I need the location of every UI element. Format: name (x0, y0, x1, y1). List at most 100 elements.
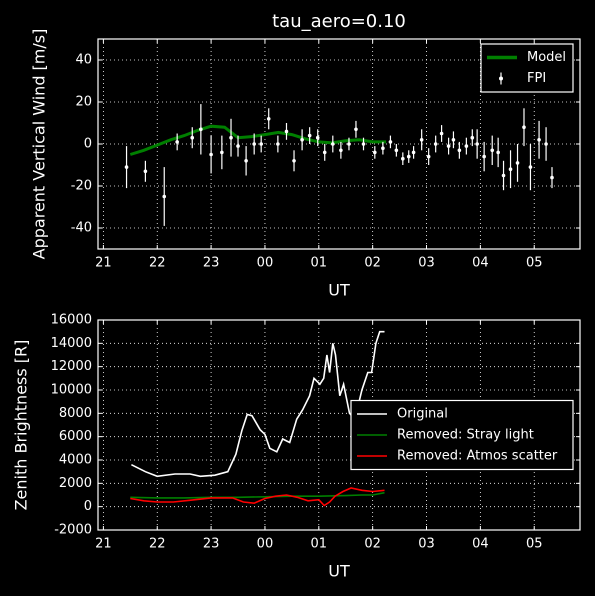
plot-area (124, 104, 554, 226)
y-tick-label: -40 (71, 221, 92, 236)
data-point (501, 173, 506, 178)
data-point (475, 142, 479, 146)
data-point (406, 154, 411, 159)
legend-swatch (499, 76, 503, 81)
x-tick-label: 03 (418, 256, 435, 271)
data-point (439, 131, 444, 136)
y-tick-label: 14000 (51, 336, 92, 351)
data-point (515, 161, 520, 165)
data-point (315, 135, 320, 140)
data-point (394, 148, 399, 153)
y-tick-label: 40 (75, 53, 92, 68)
data-point (496, 150, 500, 155)
data-point (347, 142, 351, 146)
legend-label: Model (527, 50, 566, 65)
x-tick-label: 04 (472, 256, 489, 271)
data-point (284, 129, 289, 134)
legend-box (480, 43, 574, 93)
x-tick-label: 23 (203, 256, 220, 271)
x-tick-label: 00 (257, 537, 274, 552)
data-point (209, 152, 213, 157)
x-tick-label: 05 (526, 537, 543, 552)
y-tick-label: 4000 (59, 453, 92, 468)
data-point (354, 127, 358, 132)
data-point (162, 194, 167, 199)
data-point (528, 165, 533, 169)
data-point (419, 138, 424, 142)
legend: Model FPI (480, 43, 574, 93)
x-tick-label: 04 (472, 537, 489, 552)
y-tick-label: 0 (84, 499, 92, 514)
x-tick-label: 01 (311, 256, 328, 271)
x-axis-label: UT (328, 281, 350, 300)
x-tick-label: 02 (364, 256, 381, 271)
y-tick-label: 20 (75, 95, 92, 110)
data-point (199, 127, 203, 132)
data-point (190, 135, 195, 140)
data-point (244, 159, 248, 163)
data-point (401, 156, 405, 161)
data-point (451, 138, 456, 142)
y-tick-label: 0 (84, 137, 92, 152)
data-point (411, 150, 416, 155)
y-tick-label: 2000 (59, 476, 92, 491)
data-point (426, 154, 431, 159)
x-axis-label: UT (328, 562, 350, 581)
data-point (229, 135, 233, 140)
data-point (381, 146, 385, 150)
data-point (292, 159, 296, 163)
y-tick-label: 12000 (51, 359, 92, 374)
x-tick-label: 01 (311, 537, 328, 552)
axes-frame (97, 38, 581, 250)
x-tick-label: 21 (95, 256, 112, 271)
x-tick-label: 02 (364, 537, 381, 552)
data-point (537, 138, 541, 142)
data-point (259, 142, 263, 146)
data-point (331, 142, 335, 146)
x-tick-label: 21 (95, 537, 112, 552)
data-point (220, 150, 224, 155)
y-tick-label: 16000 (51, 313, 92, 328)
legend-label: FPI (527, 71, 546, 86)
x-tick-label: 23 (203, 537, 220, 552)
data-point (373, 150, 377, 155)
y-tick-label: 8000 (59, 406, 92, 421)
data-point (143, 169, 148, 174)
y-tick-label: -20 (71, 179, 92, 194)
series-line (129, 124, 387, 156)
y-axis-label: Apparent Vertical Wind [m/s] (30, 29, 49, 260)
legend-box (350, 399, 574, 471)
legend-label: Original (397, 407, 448, 422)
data-point (433, 142, 438, 146)
series-line (130, 487, 385, 507)
x-tick-label: 00 (257, 256, 274, 271)
chart-title: tau_aero=0.10 (272, 11, 406, 32)
x-tick-label: 05 (526, 256, 543, 271)
y-tick-label: 6000 (59, 429, 92, 444)
x-tick-label: 22 (149, 537, 166, 552)
data-point (252, 142, 256, 146)
data-point (388, 140, 393, 144)
y-axis-label: Zenith Brightness [R] (12, 340, 31, 511)
data-point (276, 142, 280, 146)
data-point (490, 148, 495, 153)
x-tick-label: 03 (418, 537, 435, 552)
data-point (457, 148, 462, 153)
data-point (464, 144, 469, 148)
data-point (470, 135, 475, 140)
data-point (482, 154, 486, 159)
data-point (322, 150, 327, 155)
data-point (522, 125, 526, 129)
data-point (550, 175, 554, 180)
data-point (446, 144, 451, 148)
data-point (361, 142, 366, 146)
legend-label: Removed: Stray light (397, 428, 534, 443)
x-tick-label: 22 (149, 256, 166, 271)
subplot: -40 -20 0 20 40 21 22 23 00 01 02 03 04 05 tau_aero=0.… (30, 11, 581, 300)
data-point (307, 133, 312, 138)
data-point (508, 167, 513, 171)
data-point (236, 144, 240, 148)
data-point (339, 148, 343, 153)
data-point (124, 165, 129, 169)
